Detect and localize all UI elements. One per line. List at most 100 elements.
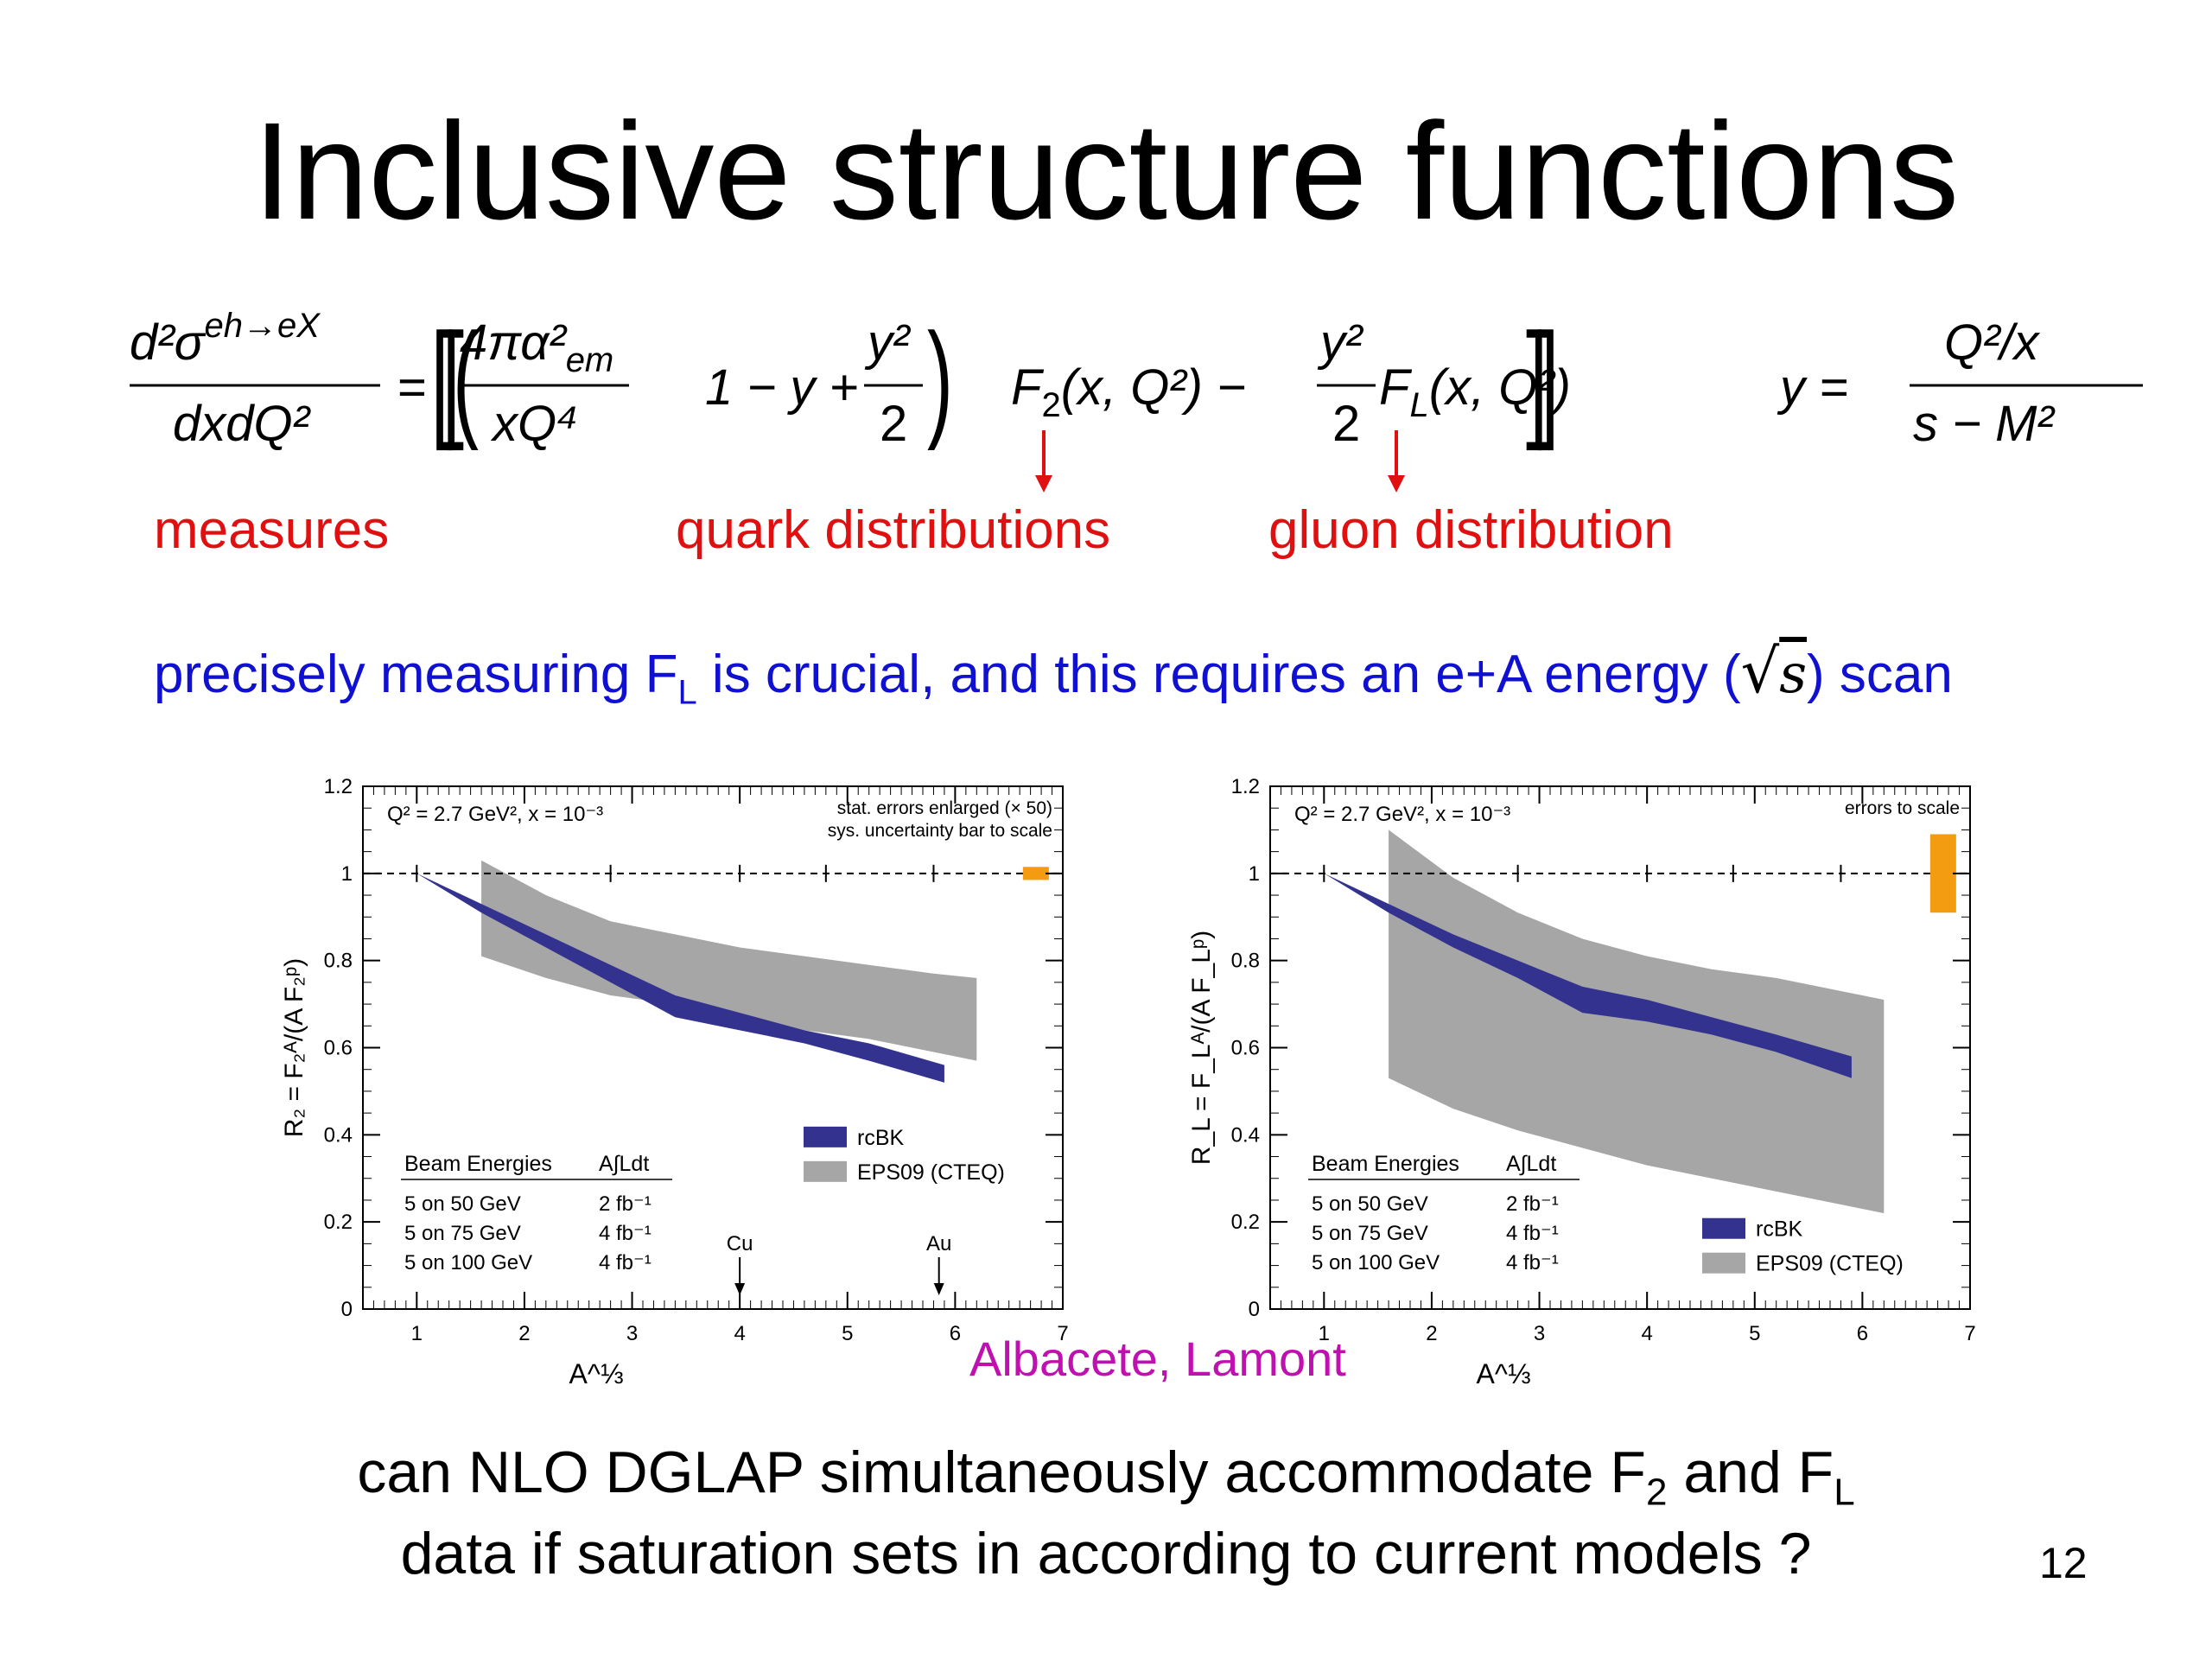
nucleus-arrowhead (734, 1283, 746, 1295)
y-tick-label: 1.2 (324, 775, 353, 798)
chart-note-1: stat. errors enlarged (× 50) (837, 798, 1052, 818)
y-tick-label: 0 (341, 1298, 353, 1321)
formula-y-def-num: Q²/x (1944, 315, 2041, 371)
nucleus-label-cu: Cu (727, 1232, 753, 1255)
x-tick-label: 4 (734, 1322, 745, 1345)
credit: Albacete, Lamont (969, 1332, 1346, 1386)
systematic-uncertainty-bar (1022, 867, 1049, 880)
x-tick-label: 6 (1857, 1322, 1868, 1345)
y-axis-label: R_L = F_Lᴬ/(A F_Lᵖ) (1187, 931, 1216, 1165)
table-cell-lumi: 4 fb⁻¹ (599, 1222, 652, 1245)
svg-text:): ) (927, 307, 953, 451)
table-header-beam: Beam Energies (1312, 1152, 1459, 1176)
y-tick-label: 0.8 (324, 950, 353, 973)
y-tick-label: 0.6 (1231, 1037, 1260, 1060)
x-tick-label: 3 (1534, 1322, 1545, 1345)
legend-swatch-rcbk (1702, 1217, 1745, 1239)
y-axis-label: R₂ = F₂ᴬ/(A F₂ᵖ) (280, 958, 308, 1137)
legend-swatch-eps09-cteq- (1702, 1252, 1745, 1274)
question-line-1: can NLO DGLAP simultaneously accommodate… (357, 1440, 1855, 1514)
svg-text:[: [ (431, 307, 453, 451)
x-tick-label: 6 (950, 1322, 961, 1345)
legend-label-rcbk: rcBK (857, 1126, 905, 1150)
table-cell-beam: 5 on 75 GeV (404, 1222, 521, 1245)
svg-text:[: [ (442, 307, 464, 451)
band-eps09-cteq- (481, 860, 977, 1061)
legend-swatch-eps09-cteq- (804, 1160, 847, 1182)
energy-scan-statement: precisely measuring FL is crucial, and t… (154, 636, 1953, 712)
x-tick-label: 1 (1319, 1322, 1330, 1345)
y-tick-label: 1 (1249, 862, 1260, 886)
cross-section-formula: d²σeh→eX dxdQ² = 4πα²em xQ⁴ [ [ ( 1 − y … (121, 302, 2195, 493)
formula-rhs-den: xQ⁴ (490, 396, 578, 452)
x-tick-label: 1 (411, 1322, 423, 1345)
label-gluon-distribution: gluon distribution (1268, 500, 1674, 560)
y-tick-label: 1.2 (1231, 775, 1260, 798)
table-cell-lumi: 4 fb⁻¹ (1506, 1222, 1559, 1245)
x-tick-label: 5 (842, 1322, 853, 1345)
y-tick-label: 0.4 (1231, 1123, 1260, 1147)
table-cell-lumi: 2 fb⁻¹ (599, 1192, 652, 1216)
svg-text:]: ] (1526, 307, 1548, 451)
formula-lhs-num: d²σeh→eX (130, 307, 321, 371)
page-number: 12 (2039, 1539, 2088, 1587)
red-arrows (1035, 430, 1405, 493)
table-cell-lumi: 4 fb⁻¹ (1506, 1251, 1559, 1274)
band-rcbk (416, 873, 944, 1083)
chart-header: Q² = 2.7 GeV², x = 10⁻³ (387, 803, 603, 826)
svg-text:2: 2 (880, 396, 907, 452)
y-tick-label: 0.4 (324, 1123, 353, 1147)
x-axis-label: A^⅓ (1476, 1358, 1530, 1389)
x-axis-label: A^⅓ (569, 1358, 623, 1389)
table-cell-beam: 5 on 100 GeV (404, 1251, 532, 1274)
legend-label-eps09-cteq-: EPS09 (CTEQ) (1756, 1252, 1904, 1276)
formula-y-def-den: s − M² (1913, 396, 2056, 452)
chart-header: Q² = 2.7 GeV², x = 10⁻³ (1294, 803, 1510, 826)
x-tick-label: 7 (1964, 1322, 1975, 1345)
x-tick-label: 4 (1641, 1322, 1652, 1345)
nucleus-arrowhead (933, 1283, 944, 1295)
x-tick-label: 2 (518, 1322, 530, 1345)
page-title: Inclusive structure functions (252, 93, 1960, 248)
formula-y-def-lhs: y = (1777, 359, 1848, 416)
label-quark-distributions: quark distributions (676, 500, 1111, 560)
svg-text:]: ] (1537, 307, 1559, 451)
table-cell-lumi: 4 fb⁻¹ (599, 1251, 652, 1274)
x-tick-label: 5 (1749, 1322, 1760, 1345)
formula-y2-num: y² (864, 315, 912, 371)
systematic-uncertainty-bar (1929, 834, 1956, 913)
legend-swatch-rcbk (804, 1126, 847, 1147)
chart-note-2: sys. uncertainty bar to scale (828, 821, 1052, 841)
formula-lhs-den: dxdQ² (173, 396, 312, 452)
x-tick-label: 7 (1057, 1322, 1068, 1345)
chart-rl: 0 0.2 0.4 0.6 0.8 1 1.2 1 2 3 4 5 6 7 A^⅓ R_L = F_Lᴬ/(A… (1187, 775, 1976, 1389)
table-header-lumi: A∫Ldt (599, 1152, 649, 1176)
svg-text:2: 2 (1332, 396, 1360, 452)
table-cell-beam: 5 on 75 GeV (1312, 1222, 1428, 1245)
table-header-lumi: A∫Ldt (1506, 1152, 1556, 1176)
formula-F2: F2(x, Q²) − (1011, 359, 1246, 424)
formula-term1: 1 − y + (705, 359, 858, 416)
formula-y2-num-2: y² (1317, 315, 1364, 371)
table-cell-beam: 5 on 100 GeV (1312, 1251, 1440, 1274)
question-line-2: data if saturation sets in according to … (400, 1521, 1812, 1586)
y-tick-label: 0.6 (324, 1037, 353, 1060)
band-rcbk (1324, 873, 1852, 1078)
legend-label-eps09-cteq-: EPS09 (CTEQ) (857, 1160, 1005, 1185)
table-header-beam: Beam Energies (404, 1152, 552, 1176)
band-eps09-cteq- (1389, 830, 1885, 1214)
y-tick-label: 1 (341, 862, 353, 886)
y-tick-label: 0.2 (324, 1211, 353, 1234)
x-tick-label: 2 (1426, 1322, 1437, 1345)
table-cell-beam: 5 on 50 GeV (1312, 1192, 1428, 1216)
y-tick-label: 0.2 (1231, 1211, 1260, 1234)
svg-text:=: = (397, 359, 427, 416)
chart-r2: 0 0.2 0.4 0.6 0.8 1 1.2 1 2 3 4 5 6 7 A^⅓ R₂ = F₂ᴬ/(A F… (280, 775, 1069, 1389)
table-cell-lumi: 2 fb⁻¹ (1506, 1192, 1559, 1216)
nucleus-label-au: Au (926, 1232, 951, 1255)
formula-rhs-num: 4πα²em (460, 315, 613, 379)
formula-FL: FL(x, Q²) (1379, 359, 1571, 424)
legend-label-rcbk: rcBK (1756, 1217, 1803, 1242)
svg-text:(: ( (453, 307, 479, 451)
y-tick-label: 0 (1249, 1298, 1260, 1321)
